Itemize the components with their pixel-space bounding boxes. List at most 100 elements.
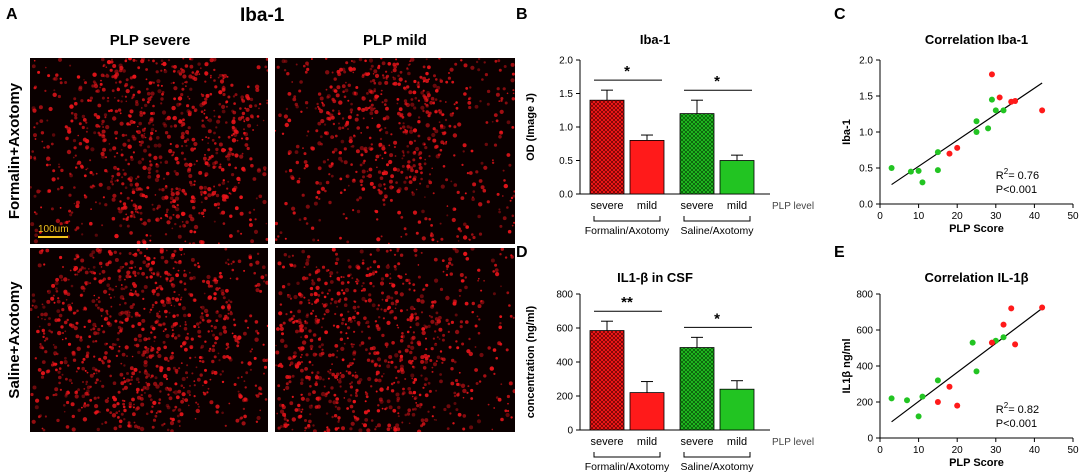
stained-cell bbox=[197, 265, 201, 269]
stained-cell bbox=[64, 81, 68, 84]
stained-cell bbox=[397, 405, 401, 410]
stained-cell bbox=[90, 147, 95, 152]
stained-cell bbox=[55, 287, 58, 290]
data-point bbox=[915, 413, 922, 420]
stained-cell bbox=[137, 333, 142, 338]
y-tick-label: 1.0 bbox=[859, 128, 873, 139]
stained-cell bbox=[170, 190, 173, 193]
stained-cell bbox=[55, 368, 58, 372]
stained-cell bbox=[420, 355, 425, 360]
stained-cell bbox=[138, 187, 142, 191]
stained-cell bbox=[356, 126, 360, 130]
stained-cell bbox=[136, 293, 140, 297]
stained-cell bbox=[81, 266, 85, 270]
stained-cell bbox=[102, 330, 106, 334]
stained-cell bbox=[194, 72, 198, 76]
stained-cell bbox=[394, 307, 397, 310]
stained-cell bbox=[477, 58, 481, 61]
stained-cell bbox=[394, 429, 398, 432]
stained-cell bbox=[223, 148, 227, 152]
stained-cell bbox=[367, 273, 371, 278]
stained-cell bbox=[256, 124, 259, 127]
stained-cell bbox=[152, 104, 155, 108]
stained-cell bbox=[110, 180, 113, 184]
stained-cell bbox=[146, 373, 151, 378]
stained-cell bbox=[369, 111, 374, 116]
stained-cell bbox=[361, 96, 364, 99]
stained-cell bbox=[427, 354, 430, 358]
stained-cell bbox=[223, 329, 228, 334]
r-squared-value: = 0.76 bbox=[1008, 170, 1039, 182]
stained-cell bbox=[141, 134, 146, 139]
stained-cell bbox=[124, 278, 126, 281]
stained-cell bbox=[403, 99, 408, 103]
stained-cell bbox=[204, 80, 207, 83]
stained-cell bbox=[226, 76, 229, 78]
stained-cell bbox=[124, 59, 128, 63]
stained-cell bbox=[278, 403, 283, 408]
stained-cell bbox=[321, 348, 324, 351]
stained-cell bbox=[92, 340, 95, 343]
stained-cell bbox=[400, 216, 404, 219]
stained-cell bbox=[325, 412, 329, 415]
stained-cell bbox=[408, 175, 412, 179]
stained-cell bbox=[402, 387, 405, 391]
r-squared-stat: R2= 0.82 bbox=[996, 401, 1039, 416]
stained-cell bbox=[383, 308, 387, 313]
stained-cell bbox=[276, 327, 280, 331]
stained-cell bbox=[458, 288, 462, 293]
stained-cell bbox=[463, 92, 467, 96]
y-tick-label: 0.5 bbox=[859, 164, 873, 175]
stained-cell bbox=[204, 196, 208, 200]
stained-cell bbox=[121, 182, 125, 186]
stained-cell bbox=[236, 139, 239, 142]
stained-cell bbox=[219, 275, 223, 279]
stained-cell bbox=[284, 59, 288, 63]
stained-cell bbox=[435, 89, 439, 93]
stained-cell bbox=[136, 406, 140, 410]
stained-cell bbox=[119, 200, 122, 203]
stained-cell bbox=[64, 356, 67, 360]
stained-cell bbox=[180, 69, 186, 74]
stained-cell bbox=[241, 421, 246, 426]
stained-cell bbox=[376, 265, 381, 269]
stained-cell bbox=[381, 298, 384, 301]
stained-cell bbox=[376, 124, 380, 129]
stained-cell bbox=[295, 329, 299, 334]
stained-cell bbox=[431, 304, 435, 307]
stained-cell bbox=[360, 330, 364, 333]
stained-cell bbox=[147, 166, 152, 171]
stained-cell bbox=[153, 340, 156, 343]
stained-cell bbox=[368, 352, 371, 355]
stained-cell bbox=[396, 427, 401, 432]
stained-cell bbox=[213, 131, 216, 135]
stained-cell bbox=[293, 264, 297, 268]
stained-cell bbox=[232, 95, 236, 98]
stained-cell bbox=[98, 261, 103, 266]
stained-cell bbox=[181, 131, 185, 136]
stained-cell bbox=[143, 148, 147, 153]
stained-cell bbox=[145, 263, 150, 268]
stained-cell bbox=[67, 364, 70, 367]
stained-cell bbox=[430, 96, 435, 101]
stained-cell bbox=[130, 199, 133, 202]
stained-cell bbox=[505, 412, 510, 418]
stained-cell bbox=[310, 58, 313, 60]
stained-cell bbox=[155, 163, 160, 168]
stained-cell bbox=[448, 257, 453, 262]
stained-cell bbox=[109, 68, 113, 72]
stained-cell bbox=[397, 262, 401, 266]
stained-cell bbox=[470, 397, 474, 400]
stained-cell bbox=[320, 119, 325, 124]
stained-cell bbox=[181, 377, 186, 381]
stained-cell bbox=[103, 355, 108, 360]
stained-cell bbox=[145, 68, 148, 71]
stained-cell bbox=[390, 389, 395, 393]
stained-cell bbox=[203, 308, 209, 314]
stained-cell bbox=[283, 388, 286, 391]
stained-cell bbox=[232, 260, 235, 264]
stained-cell bbox=[95, 248, 100, 253]
stained-cell bbox=[37, 415, 41, 419]
stained-cell bbox=[204, 97, 208, 101]
stained-cell bbox=[140, 58, 145, 62]
